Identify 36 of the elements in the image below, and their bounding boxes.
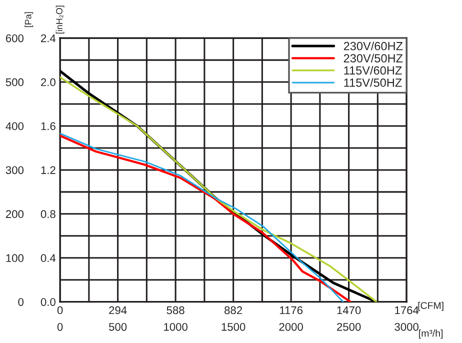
y2-axis-title: [inH₂O] <box>56 6 64 34</box>
x2-tick-label: 1470 <box>337 306 361 314</box>
x-tick-label: 0 <box>57 322 63 331</box>
x-tick-label: 2000 <box>279 322 303 331</box>
y-tick-label: 200 <box>6 210 24 218</box>
x-tick-label: 500 <box>108 322 127 331</box>
legend-label: 115V/60HZ <box>344 66 402 75</box>
x2-tick-label: 588 <box>166 306 184 314</box>
x-tick-label: 2500 <box>337 322 361 331</box>
x2-axis-title: [CFM] <box>418 302 444 311</box>
x2-tick-label: 1764 <box>395 306 419 314</box>
legend-label: 230V/60HZ <box>344 42 403 50</box>
x2-tick-label: 1176 <box>280 306 303 314</box>
y-tick-label: 400 <box>6 122 24 130</box>
x-tick-label: 3000 <box>394 322 418 331</box>
y-axis-title: [Pa] <box>24 12 34 27</box>
x2-tick-label: 294 <box>109 306 127 314</box>
y-tick-label: 500 <box>6 78 24 86</box>
legend-label: 115V/50HZ <box>344 78 402 87</box>
legend-label: 230V/50HZ <box>344 54 403 62</box>
y-tick-label: 600 <box>6 34 24 42</box>
x2-tick-label: 0 <box>57 306 63 314</box>
y2-tick-label: 2.4 <box>41 34 56 42</box>
y2-tick-label: 0.0 <box>40 298 56 306</box>
x-tick-label: 1000 <box>164 322 188 331</box>
x-axis-title: [m³/h] <box>419 330 443 339</box>
x-tick-label: 1500 <box>222 322 246 331</box>
y2-tick-label: 0.8 <box>40 210 56 218</box>
y2-tick-label: 1.2 <box>41 166 56 174</box>
y-tick-label: 300 <box>6 166 24 174</box>
y2-tick-label: 2.0 <box>41 78 56 86</box>
y2-tick-label: 1.6 <box>41 122 56 130</box>
y-tick-label: 100 <box>6 254 24 262</box>
x2-tick-label: 882 <box>224 306 242 314</box>
y-tick-label: 0 <box>18 298 24 306</box>
y2-tick-label: 0.4 <box>40 254 56 262</box>
